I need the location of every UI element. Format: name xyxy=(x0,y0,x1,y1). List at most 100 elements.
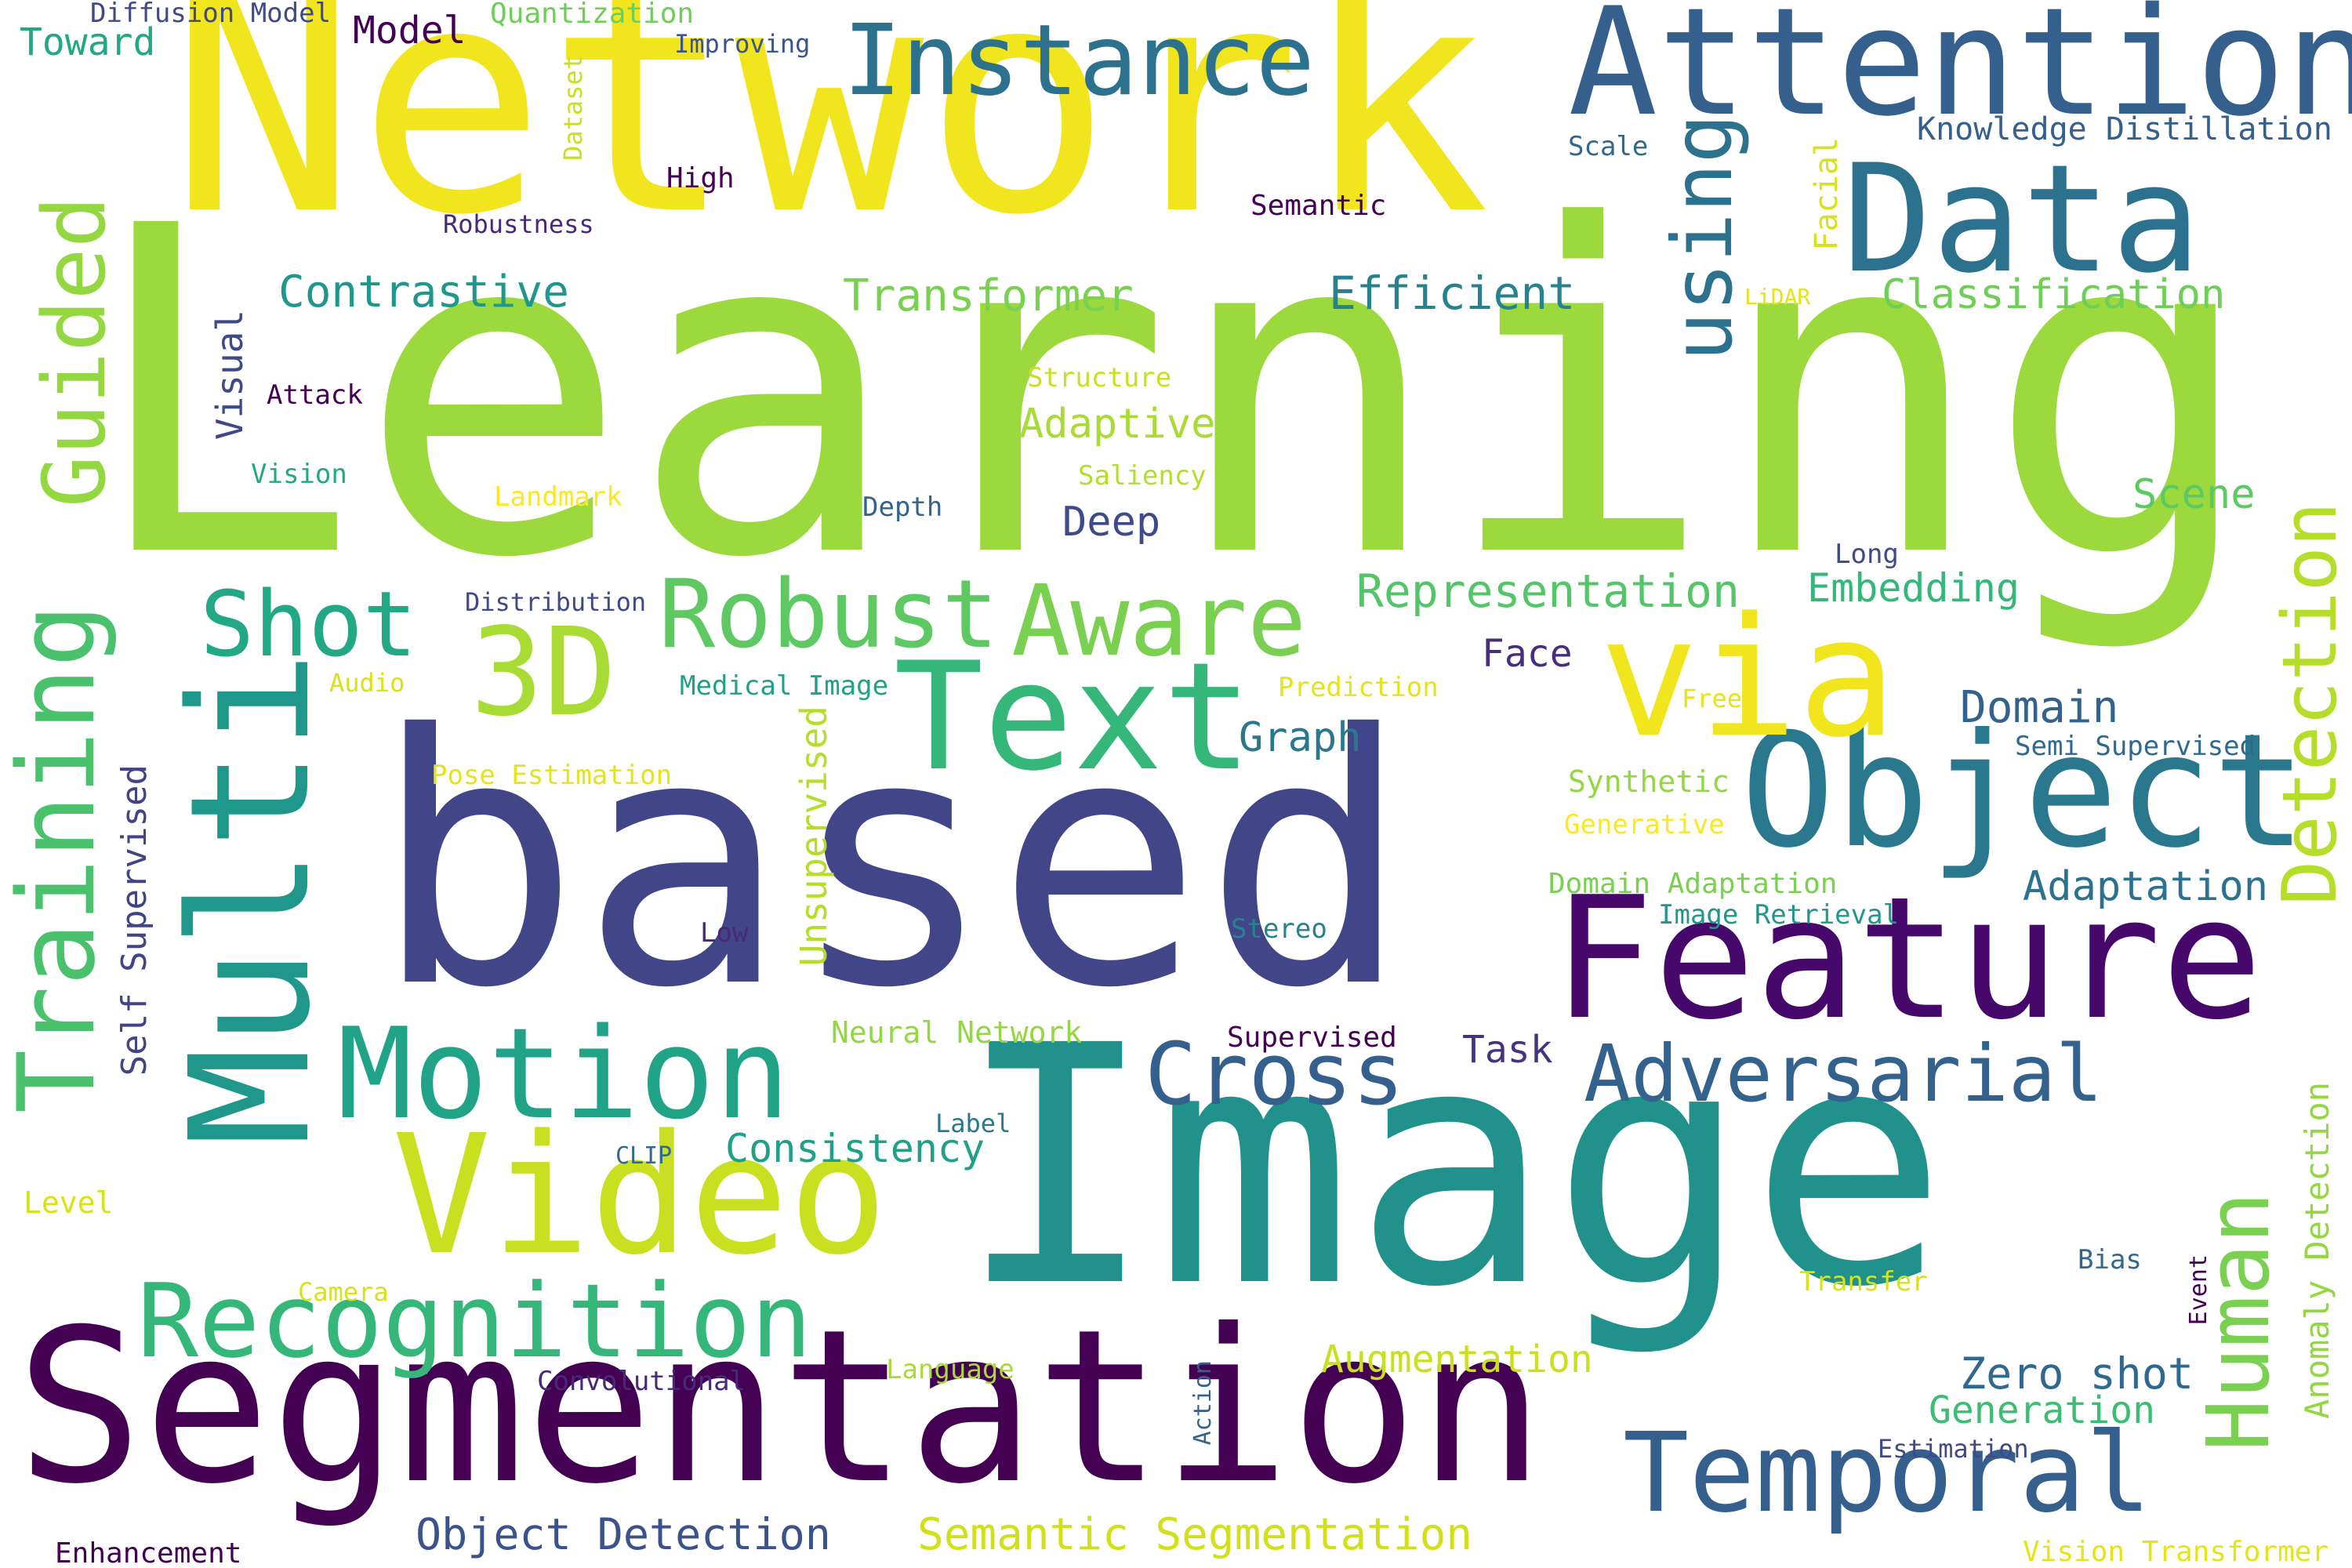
word-face: Face xyxy=(1482,632,1573,676)
word-unsupervised: Unsupervised xyxy=(793,706,835,967)
word-visual: Visual xyxy=(209,310,251,441)
word-classification: Classification xyxy=(1882,271,2226,318)
word-temporal: Temporal xyxy=(1623,1410,2152,1537)
word-using: using xyxy=(1655,114,1751,362)
word-pose-estimation: Pose Estimation xyxy=(431,760,673,791)
word-adaptation: Adaptation xyxy=(2023,863,2269,910)
word-data: Data xyxy=(1842,132,2201,306)
word-recognition: Recognition xyxy=(137,1261,812,1381)
word-transformer: Transformer xyxy=(843,270,1134,321)
word-self-supervised: Self Supervised xyxy=(114,764,154,1076)
word-anomaly-detection: Anomaly Detection xyxy=(2298,1082,2336,1419)
word-motion: Motion xyxy=(337,1000,790,1147)
word-neural-network: Neural Network xyxy=(831,1015,1083,1050)
word-free: Free xyxy=(1682,684,1743,713)
word-transfer: Transfer xyxy=(1799,1266,1928,1298)
word-semantic: Semantic xyxy=(1250,190,1387,222)
word-multi: Multi xyxy=(154,651,347,1147)
word-lidar: LiDAR xyxy=(1744,284,1811,310)
word-vision-transformer: Vision Transformer xyxy=(2023,1536,2329,1568)
word-quantization: Quantization xyxy=(490,0,695,30)
word-toward: Toward xyxy=(20,20,156,64)
word-vision: Vision xyxy=(251,459,347,490)
word-estimation: Estimation xyxy=(1878,1434,2029,1464)
word-synthetic: Synthetic xyxy=(1568,764,1730,799)
word-3d: 3D xyxy=(470,601,617,743)
word-supervised: Supervised xyxy=(1227,1022,1397,1054)
word-language: Language xyxy=(886,1354,1014,1385)
word-landmark: Landmark xyxy=(494,481,622,513)
word-generative: Generative xyxy=(1564,809,1725,840)
word-action: Action xyxy=(1189,1360,1217,1446)
word-guided: Guided xyxy=(24,196,125,508)
word-distribution: Distribution xyxy=(465,587,647,617)
word-facial: Facial xyxy=(1809,137,1845,251)
word-learning: Learning xyxy=(86,131,2258,656)
word-segmentation: Segmentation xyxy=(16,1283,1545,1530)
word-contrastive: Contrastive xyxy=(278,267,569,318)
word-semi-supervised: Semi Supervised xyxy=(2015,731,2256,762)
word-graph: Graph xyxy=(1239,714,1362,761)
word-adaptive: Adaptive xyxy=(1019,401,1216,448)
word-improving: Improving xyxy=(674,29,811,59)
word-low: Low xyxy=(700,917,749,949)
word-attack: Attack xyxy=(267,379,363,411)
word-level: Level xyxy=(24,1185,114,1220)
word-semantic-segmentation: Semantic Segmentation xyxy=(917,1509,1473,1560)
word-label: Label xyxy=(935,1109,1011,1138)
word-dataset: Dataset xyxy=(558,55,588,161)
word-representation: Representation xyxy=(1356,564,1740,618)
word-scene: Scene xyxy=(2132,471,2256,518)
word-via: via xyxy=(1599,582,1897,774)
word-task: Task xyxy=(1462,1028,1553,1072)
word-domain: Domain xyxy=(1960,682,2119,733)
word-aware: Aware xyxy=(1011,564,1307,678)
word-prediction: Prediction xyxy=(1278,672,1439,703)
word-structure: Structure xyxy=(1027,362,1172,394)
word-high: High xyxy=(666,162,735,194)
word-robust: Robust xyxy=(659,561,999,670)
word-training: Training xyxy=(0,604,118,1114)
word-network: Network xyxy=(169,0,1490,284)
word-feature: Feature xyxy=(1552,860,2263,1057)
word-attention: Attention xyxy=(1568,0,2352,149)
word-based: based xyxy=(372,662,1411,1063)
word-scale: Scale xyxy=(1568,131,1649,162)
word-knowledge-distillation: Knowledge Distillation xyxy=(1917,111,2332,147)
word-shot: Shot xyxy=(200,572,417,677)
word-bias: Bias xyxy=(2078,1244,2142,1276)
word-camera: Camera xyxy=(298,1277,389,1307)
word-video: Video xyxy=(392,1099,888,1291)
word-image: Image xyxy=(956,976,1948,1359)
word-long: Long xyxy=(1835,539,1899,570)
word-robustness: Robustness xyxy=(443,209,594,239)
word-saliency: Saliency xyxy=(1078,460,1207,492)
word-medical-image: Medical Image xyxy=(680,670,889,702)
word-object-detection: Object Detection xyxy=(416,1509,831,1559)
word-convolutional: Convolutional xyxy=(537,1366,746,1397)
word-cross: Cross xyxy=(1145,1024,1405,1124)
word-depth: Depth xyxy=(862,492,943,523)
word-embedding: Embedding xyxy=(1807,565,2020,611)
word-clip: CLIP xyxy=(615,1142,673,1170)
word-image-retrieval: Image Retrieval xyxy=(1658,899,1900,931)
word-text: Text xyxy=(894,630,1253,804)
word-adversarial: Adversarial xyxy=(1584,1028,2103,1120)
word-event: Event xyxy=(2185,1254,2212,1326)
word-augmentation: Augmentation xyxy=(1321,1338,1593,1381)
word-stereo: Stereo xyxy=(1231,913,1327,945)
word-domain-adaptation: Domain Adaptation xyxy=(1548,868,1838,900)
word-efficient: Efficient xyxy=(1329,267,1576,320)
word-enhancement: Enhancement xyxy=(55,1537,242,1568)
word-object: Object xyxy=(1740,700,2307,883)
word-deep: Deep xyxy=(1062,499,1161,546)
word-audio: Audio xyxy=(329,668,405,698)
word-instance: Instance xyxy=(843,4,1316,118)
word-detection: Detection xyxy=(2267,502,2352,906)
word-zero-shot: Zero shot xyxy=(1960,1348,2194,1399)
word-generation: Generation xyxy=(1929,1388,2155,1432)
word-diffusion-model: Diffusion Model xyxy=(90,0,332,29)
word-consistency: Consistency xyxy=(725,1126,985,1171)
word-model: Model xyxy=(353,9,466,53)
